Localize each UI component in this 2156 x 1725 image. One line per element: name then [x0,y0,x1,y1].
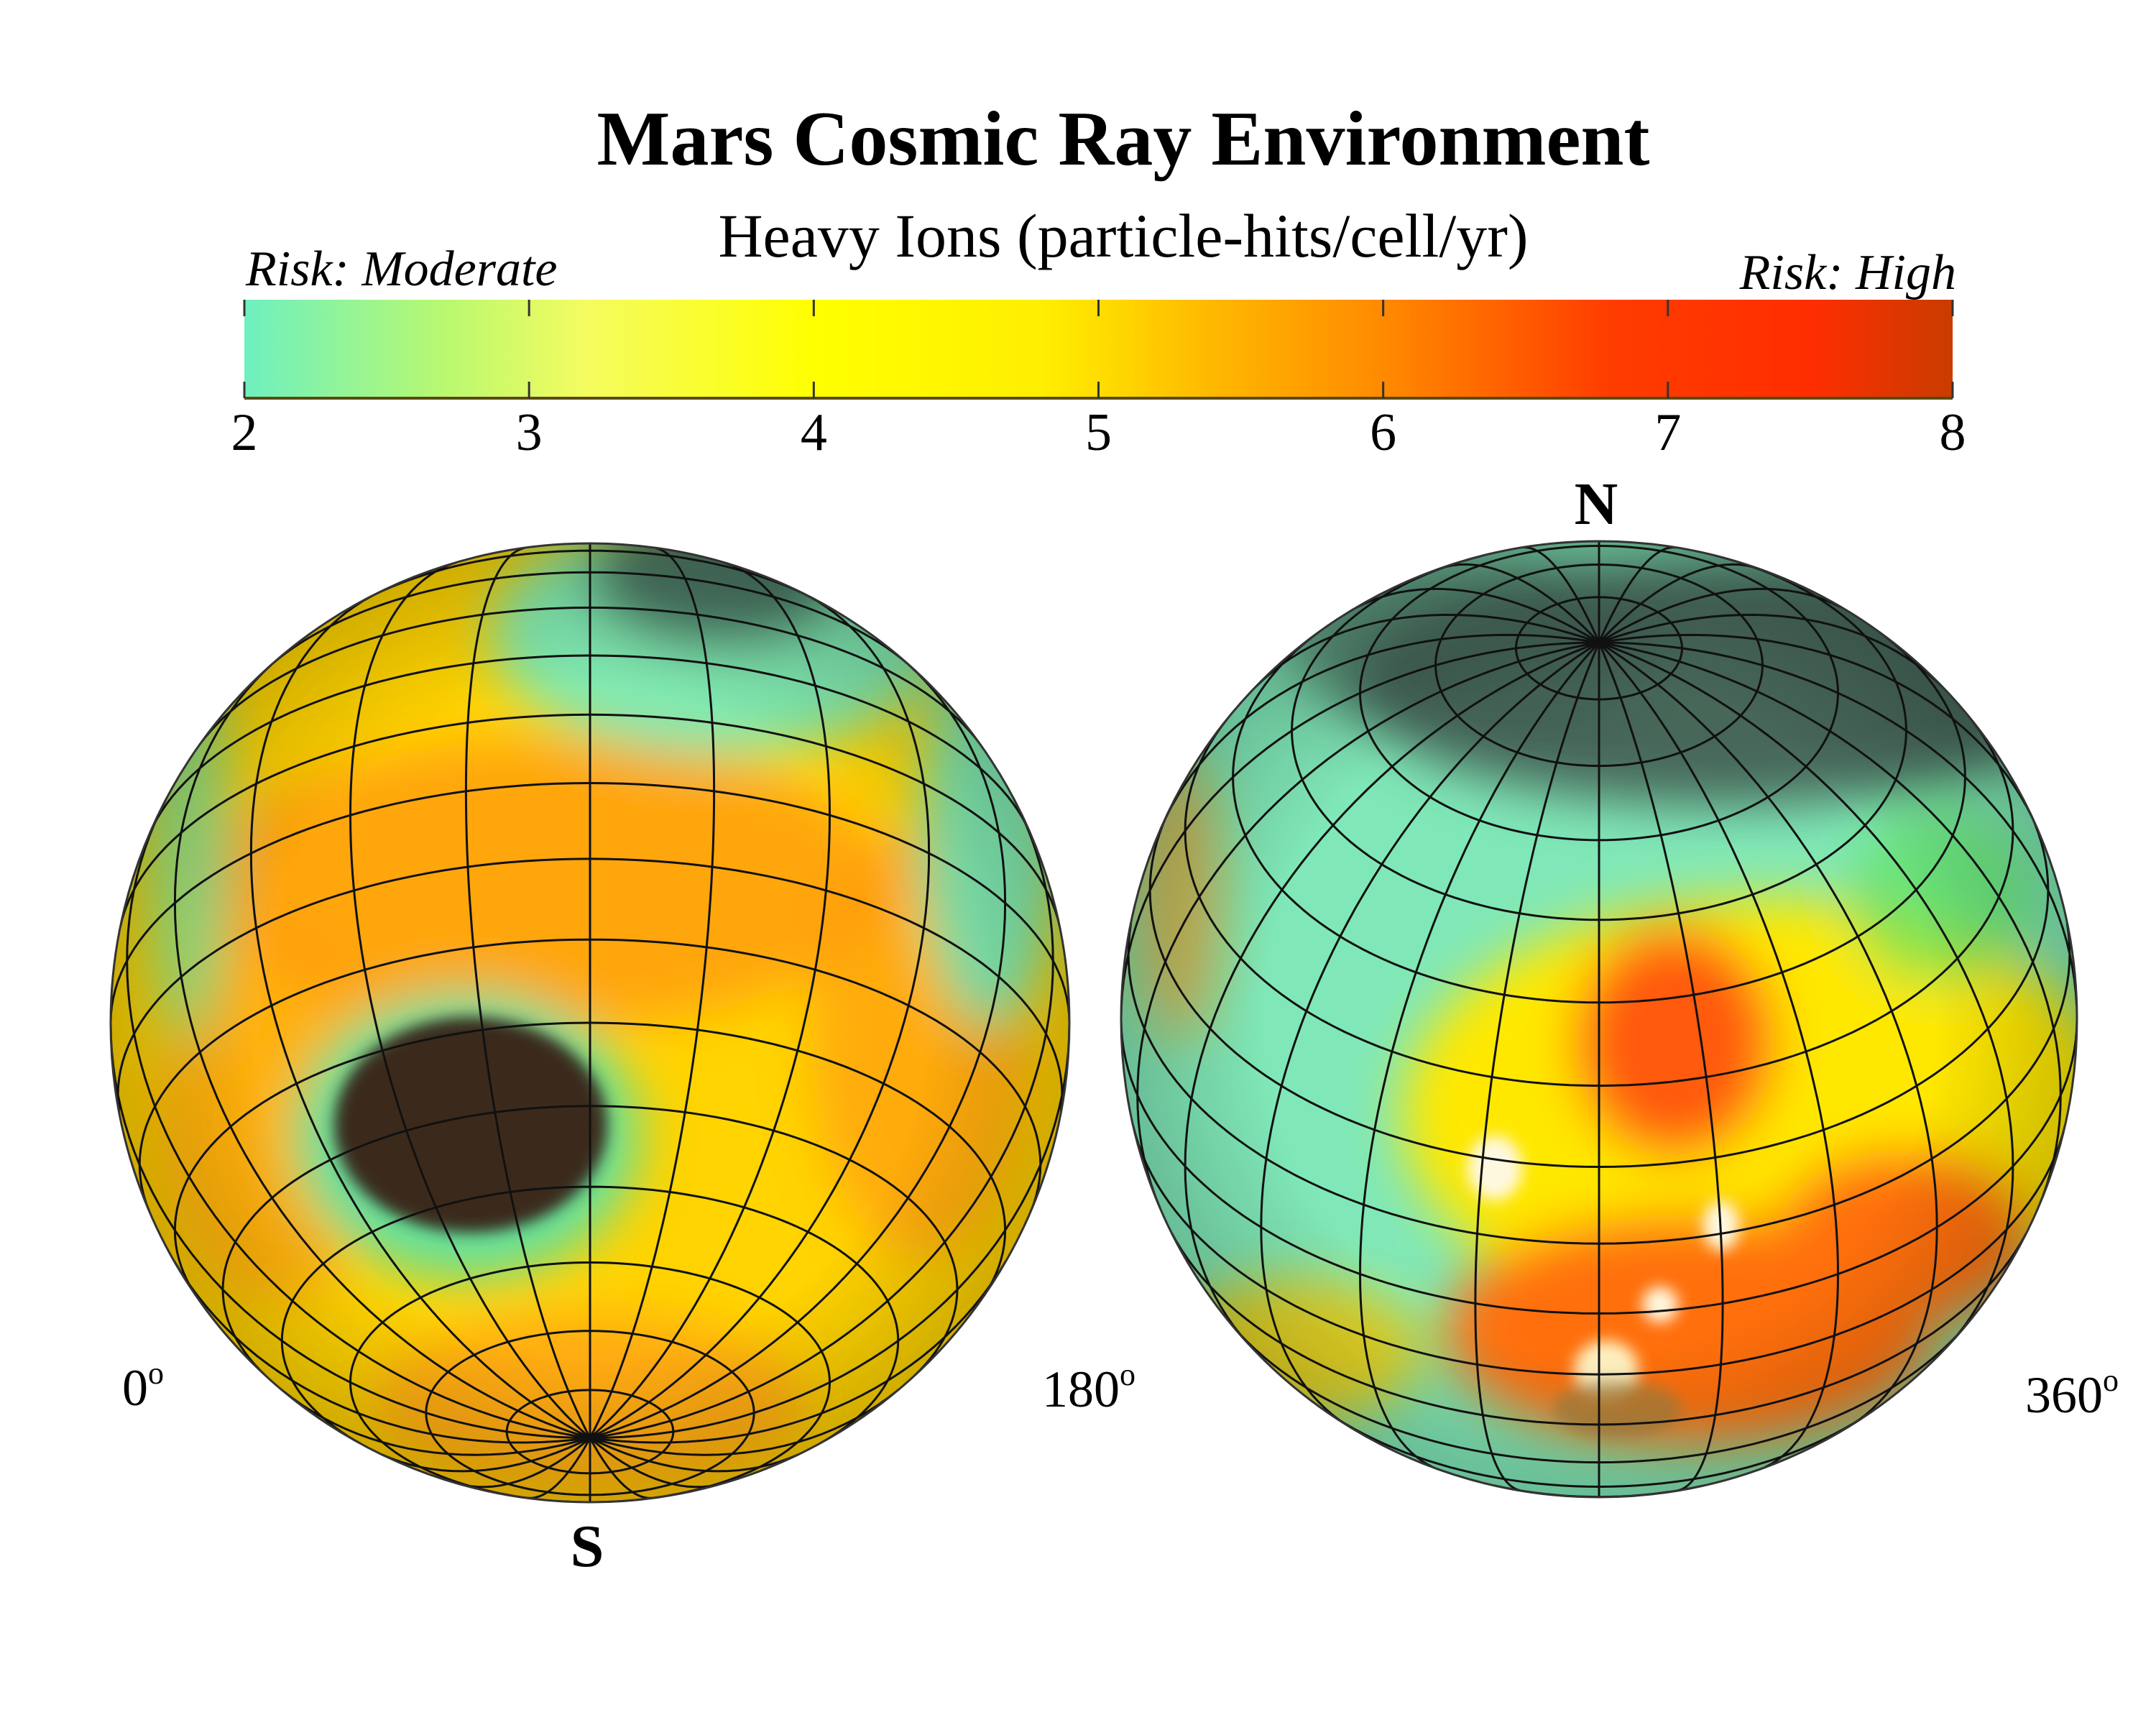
southern-globe-outline [109,542,1071,1504]
longitude-label-360: 360o [2025,1365,2119,1424]
colorbar-low-label: Risk: Moderate [246,242,558,297]
south-pole-label: S [570,1513,604,1580]
longitude-value: 180 [1042,1361,1120,1418]
chart-subtitle: Heavy Ions (particle-hits/cell/yr) [718,201,1529,270]
parallel-line [1434,563,1764,768]
parallel-line [199,606,981,745]
meridian-line [1523,546,1600,643]
colorbar-tick-label: 3 [515,403,543,462]
meridian-line [172,1260,591,1444]
parallel-line [119,713,1061,926]
meridian-line [126,796,591,1440]
chart-title: Mars Cosmic Ray Environment [596,96,1650,182]
meridian-line [1598,546,1675,643]
meridian-line [1164,633,1600,819]
degree-mark: o [148,1356,164,1391]
meridian-line [589,1437,653,1499]
colorbar-tick-label: 5 [1085,403,1112,462]
meridian-line [589,1022,1069,1440]
meridian-line [528,1437,591,1499]
meridian-line [1598,641,1840,1468]
meridian-line [1184,641,1600,1345]
meridian-line [1598,587,1843,644]
meridian-line [1355,587,1600,644]
colorbar-tick-label: 6 [1370,403,1397,462]
meridian-line [1598,633,2034,819]
parallel-line [1358,544,1839,842]
southern-globe [111,543,1069,1502]
colorbar-tick-label: 7 [1654,403,1682,462]
colorbar-tick-label: 8 [1939,403,1966,462]
parallel-line [280,1185,900,1445]
meridian-line [464,546,591,1439]
longitude-value: 360 [2025,1366,2103,1424]
meridian-line [463,1437,591,1489]
colorbar-tick-label: 2 [231,403,258,462]
meridian-line [111,1022,591,1440]
parallel-line [271,571,909,666]
parallel-line [1514,596,1683,701]
meridian-line [589,1437,717,1489]
northern-globe-outline [1120,540,2078,1499]
colorbar-tick-label: 4 [800,403,827,462]
parallel-line [1233,1326,1966,1464]
parallel-line [1171,1233,2027,1426]
meridian-line [589,561,831,1439]
longitude-label-180: 180o [1042,1359,1135,1418]
parallel-line [1121,1018,2077,1315]
parallel-line [1326,1411,1872,1489]
parallel-line [152,654,1028,827]
parallel-line [1132,1124,2066,1376]
meridian-line [1439,563,1600,644]
meridian-line [589,1260,1008,1444]
degree-mark: o [2103,1363,2119,1398]
longitude-value: 0 [122,1359,148,1417]
parallel-line [1232,631,1966,1004]
northern-globe [1121,541,2077,1497]
meridian-line [589,796,1054,1440]
parallel-line [505,1389,675,1475]
meridian-line [589,1437,799,1473]
meridian-line [349,561,591,1439]
degree-mark: o [1120,1357,1135,1392]
colorbar-high-label: Risk: High [1739,245,1956,300]
parallel-line [367,549,813,599]
north-pole-label: N [1574,471,1618,538]
meridian-line [589,546,716,1439]
meridian-line [1598,641,2077,1006]
meridian-line [173,663,591,1440]
meridian-line [381,1437,591,1473]
colorbar [243,300,1954,400]
meridian-line [1255,613,1600,688]
meridian-line [1598,563,1759,644]
meridian-line [1598,613,1943,688]
meridian-line [589,663,1007,1440]
parallel-line [111,781,1069,1024]
meridian-line [1121,641,1600,1020]
meridian-line [1358,641,1600,1468]
longitude-label-0: 0o [122,1358,164,1417]
parallel-line [425,1330,755,1496]
meridian-line [1598,641,2014,1345]
